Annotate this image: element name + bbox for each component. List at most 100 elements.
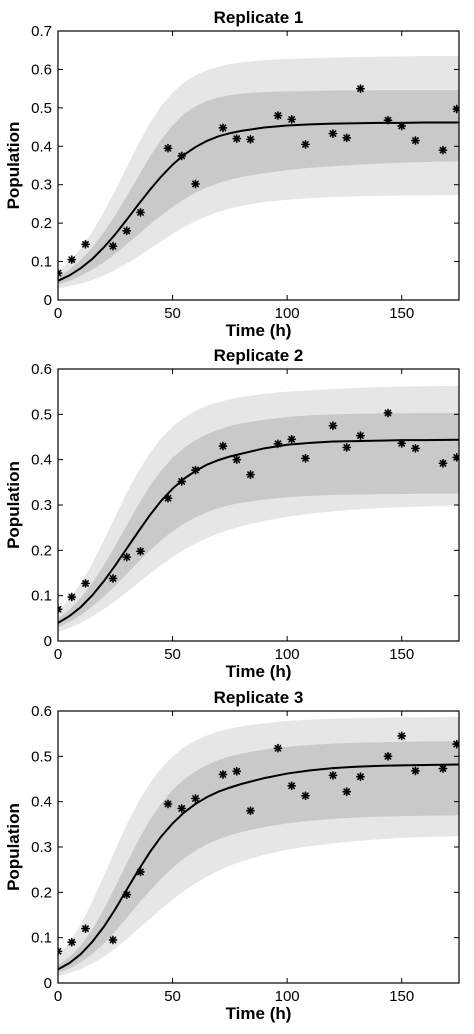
y-tick-label: 0.3 <box>31 497 52 514</box>
asterisk-stroke <box>412 444 419 452</box>
data-point <box>356 772 365 782</box>
asterisk-stroke <box>219 771 227 778</box>
y-tick-label: 0.4 <box>31 138 52 155</box>
data-point <box>122 552 132 562</box>
asterisk-stroke <box>288 435 296 443</box>
x-tick-label: 100 <box>275 305 300 322</box>
fit-line <box>58 121 459 282</box>
asterisk-stroke <box>329 771 337 779</box>
asterisk-stroke <box>192 180 199 188</box>
data-point <box>232 455 242 465</box>
data-point <box>438 458 448 468</box>
asterisk-stroke <box>58 950 62 955</box>
x-tick-label: 100 <box>275 988 300 1005</box>
asterisk-stroke <box>58 947 62 953</box>
asterisk-stroke <box>123 553 131 561</box>
data-point <box>136 867 145 877</box>
asterisk-stroke <box>384 409 392 417</box>
data-point <box>108 241 118 251</box>
data-point <box>177 477 187 486</box>
chart-panel-1: 0 50 100 150 0 0.1 0.2 0.3 0.4 0.5 0.6 0.7 Replicate… <box>4 8 460 340</box>
asterisk-stroke <box>302 792 309 800</box>
y-tick-label: 0.4 <box>31 794 52 811</box>
axes-box <box>57 30 460 301</box>
x-tick-label: 50 <box>164 646 181 663</box>
data-point <box>191 465 200 475</box>
y-tick-label: 0.1 <box>31 254 52 271</box>
data-point <box>58 604 63 614</box>
asterisk-stroke <box>274 112 282 119</box>
asterisk-stroke <box>439 146 447 154</box>
asterisk-stroke <box>164 800 172 808</box>
asterisk-stroke <box>82 580 89 587</box>
y-tick-label: 0.3 <box>31 177 52 194</box>
data-point <box>411 136 420 145</box>
y-tick-label: 0.7 <box>31 23 52 40</box>
data-point <box>81 924 90 934</box>
data-point <box>356 84 365 94</box>
fit-line <box>58 438 459 624</box>
data-point <box>438 764 448 773</box>
x-tick-label: 0 <box>54 988 62 1005</box>
asterisk-stroke <box>329 422 337 430</box>
asterisk-stroke <box>439 765 447 772</box>
asterisk-stroke <box>123 891 131 898</box>
data-point <box>411 443 420 453</box>
asterisk-stroke <box>123 227 131 235</box>
data-point <box>58 268 63 278</box>
asterisk-stroke <box>412 137 419 144</box>
data-point <box>328 421 338 431</box>
y-tick-label: 0.5 <box>31 748 52 765</box>
chart-panel-2: 0 50 100 150 0 0.1 0.2 0.3 0.4 0.5 0.6 Replicate 2 T… <box>4 346 460 681</box>
asterisk-stroke <box>137 868 144 876</box>
x-tick-label: 150 <box>389 988 414 1005</box>
data-point <box>67 592 77 602</box>
data-point <box>273 111 283 120</box>
asterisk-stroke <box>343 444 351 451</box>
asterisk-stroke <box>288 115 296 123</box>
data-point <box>438 145 448 155</box>
data-point <box>246 134 255 144</box>
fit-line <box>58 763 459 971</box>
asterisk-stroke <box>343 788 351 796</box>
asterisk-stroke <box>384 116 392 124</box>
y-tick-label: 0.6 <box>31 703 52 720</box>
asterisk-stroke <box>288 782 296 790</box>
asterisk-stroke <box>302 454 309 462</box>
y-axis-label: Population <box>4 461 23 549</box>
asterisk-stroke <box>357 773 364 781</box>
data-point <box>67 255 77 265</box>
asterisk-stroke <box>398 122 406 130</box>
x-tick-label: 0 <box>54 646 62 663</box>
y-tick-label: 0.2 <box>31 542 52 559</box>
asterisk-stroke <box>58 605 62 611</box>
data-point <box>328 129 338 139</box>
y-tick-label: 0 <box>44 975 52 992</box>
asterisk-stroke <box>247 135 254 143</box>
y-tick-label: 0.5 <box>31 100 52 117</box>
asterisk-stroke <box>247 807 254 815</box>
asterisk-stroke <box>58 271 62 277</box>
asterisk-stroke <box>398 439 406 447</box>
y-tick-label: 0.2 <box>31 884 52 901</box>
asterisk-stroke <box>82 240 89 248</box>
x-tick-label: 100 <box>275 646 300 663</box>
y-tick-label: 0 <box>44 633 52 650</box>
x-axis-label: Time (h) <box>226 1004 292 1023</box>
data-point <box>136 546 145 556</box>
data-point <box>287 114 297 124</box>
y-tick-label: 0.6 <box>31 61 52 78</box>
x-axis-label: Time (h) <box>226 662 292 681</box>
asterisk-stroke <box>302 140 309 148</box>
data-point <box>108 935 118 945</box>
chart-title: Replicate 2 <box>214 346 304 365</box>
data-point <box>273 743 283 753</box>
asterisk-stroke <box>219 442 227 450</box>
asterisk-stroke <box>178 478 186 485</box>
asterisk-stroke <box>384 752 392 760</box>
y-tick-label: 0.1 <box>31 588 52 605</box>
y-tick-label: 0.5 <box>31 406 52 423</box>
asterisk-stroke <box>274 744 282 752</box>
asterisk-stroke <box>357 85 364 93</box>
